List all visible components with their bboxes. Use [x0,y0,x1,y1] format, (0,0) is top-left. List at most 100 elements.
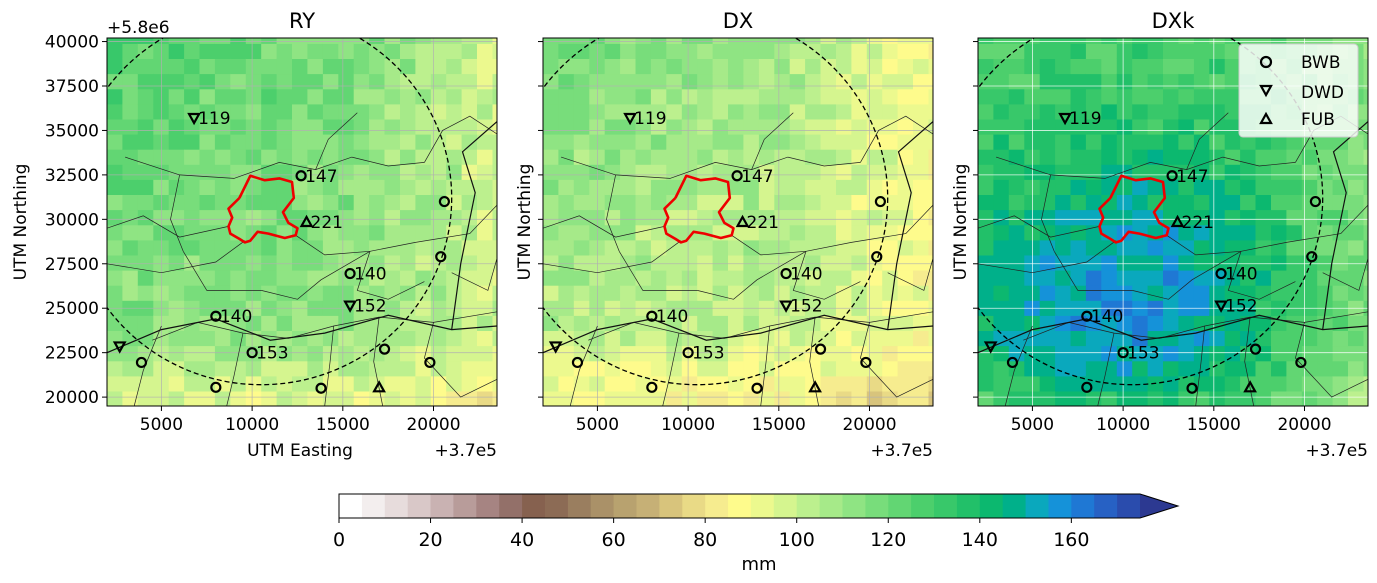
field-cell [1209,375,1226,392]
field-cell [1039,179,1056,195]
field-cell [322,239,339,256]
field-cell [1255,254,1272,271]
field-cell [214,103,231,120]
field-cell [245,58,262,75]
field-cell [245,149,262,165]
field-cell [307,103,324,120]
field-cell [477,239,493,256]
field-cell [461,43,478,59]
field-cell [1132,194,1149,211]
field-cell [307,285,324,301]
field-cell [558,58,575,75]
field-cell [774,285,791,301]
field-cell [758,88,775,105]
field-cell [1163,118,1179,135]
field-cell [1008,58,1025,75]
field-cell [836,58,852,75]
field-cell [1101,270,1118,286]
field-cell [620,194,637,211]
field-cell [1224,58,1241,75]
field-cell [168,43,185,59]
field-cell [276,134,293,150]
field-cell [805,134,822,150]
field-cell [712,179,729,195]
station-bwb-marker [814,343,827,355]
field-cell [851,360,868,377]
field-cell [1209,315,1226,331]
colorbar-swatch [453,494,477,518]
field-cell [758,194,775,211]
field-cell [573,239,590,256]
field-cell [789,345,806,362]
field-cell [369,38,386,44]
field-cell [338,134,355,150]
field-cell [743,134,760,150]
field-cell [214,285,231,301]
field-cell [758,360,775,377]
field-cell [573,315,590,331]
catchment-outline [227,174,299,244]
field-cell [199,164,216,180]
field-cell [1317,285,1334,301]
field-cell [107,224,123,241]
field-cell [866,58,883,75]
field-cell [543,38,559,44]
field-cell [122,118,139,135]
field-cell [944,346,960,362]
field-cell [184,239,201,256]
field-cell [245,209,262,226]
station-bwb-marker [1006,356,1019,369]
field-cell [415,43,432,59]
field-cell [276,390,293,406]
field-cell [697,209,714,226]
field-cell [1178,390,1195,406]
field-cell [882,315,899,331]
field-cell [446,254,463,271]
field-cell [820,58,837,75]
field-cell [882,43,899,59]
field-cell [774,38,791,44]
field-cell [774,13,790,29]
field-cell [1070,285,1087,301]
field-cell [604,38,621,44]
field-cell [636,406,652,422]
colorbar-tick-label: 100 [779,529,815,551]
field-cell [1271,239,1287,256]
field-cell [697,38,714,44]
field-cell [666,164,683,180]
field-cell [978,375,994,392]
district-boundary [170,174,184,252]
field-cell [666,345,683,362]
field-cell [743,224,760,241]
field-cell [789,118,806,135]
field-cell [184,285,201,301]
field-cell [261,43,278,59]
field-cell [866,209,883,226]
field-cell [913,164,929,180]
field-cell [1286,390,1303,406]
field-cell [1271,390,1287,406]
field-cell [214,38,231,44]
field-cell [1255,285,1272,301]
field-cell [1116,209,1133,226]
catchment-outline [1098,174,1170,244]
field-cell [322,285,339,301]
field-cell [681,390,698,406]
field-cell [774,345,791,362]
field-cell [728,88,744,105]
field-cell [697,73,714,90]
field-cell [1055,179,1072,195]
colorbar-swatch [819,494,843,518]
field-cell [820,285,837,301]
field-cell [461,330,478,347]
field-cell [292,345,308,362]
field-cell [1132,38,1149,44]
field-cell [1193,149,1210,165]
field-cell [384,285,401,301]
district-boundary [760,325,771,406]
field-cell [650,38,667,44]
field-cell [681,58,698,75]
field-cell [1271,330,1287,347]
